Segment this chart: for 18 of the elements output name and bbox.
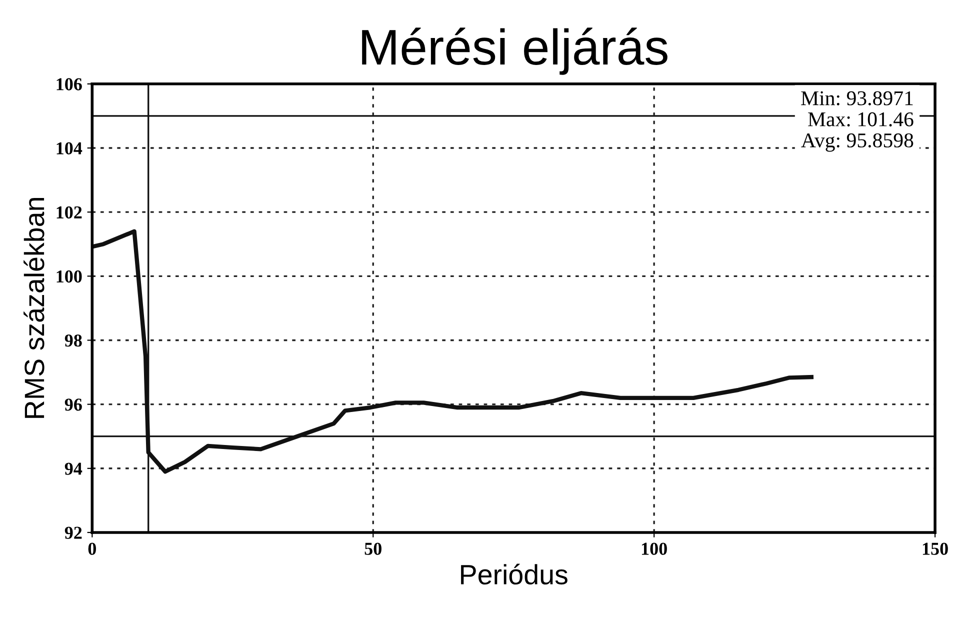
y-tick-label: 96 xyxy=(64,398,82,411)
x-axis-title: Periódus xyxy=(461,564,568,585)
x-tick-label: 150 xyxy=(922,542,948,555)
y-tick-label: 100 xyxy=(56,270,82,283)
y-tick-label: 106 xyxy=(56,78,82,90)
x-tick-label: 50 xyxy=(364,542,382,555)
y-tick-label: 104 xyxy=(56,142,82,154)
y-tick-label: 94 xyxy=(64,462,82,475)
y-tick-label: 92 xyxy=(64,526,82,539)
y-axis-title: RMS százalékban xyxy=(24,198,44,418)
annotation: Max: 101.46 xyxy=(808,112,914,126)
x-tick-label: 0 xyxy=(88,542,96,555)
annotation: Min: 93.8971 xyxy=(801,91,913,106)
chart-title: Mérési eljárás xyxy=(362,28,668,75)
annotation: Avg: 95.8598 xyxy=(801,133,914,152)
x-tick-label: 100 xyxy=(642,542,667,555)
y-tick-label: 102 xyxy=(56,206,82,219)
y-tick-label: 98 xyxy=(64,334,82,347)
